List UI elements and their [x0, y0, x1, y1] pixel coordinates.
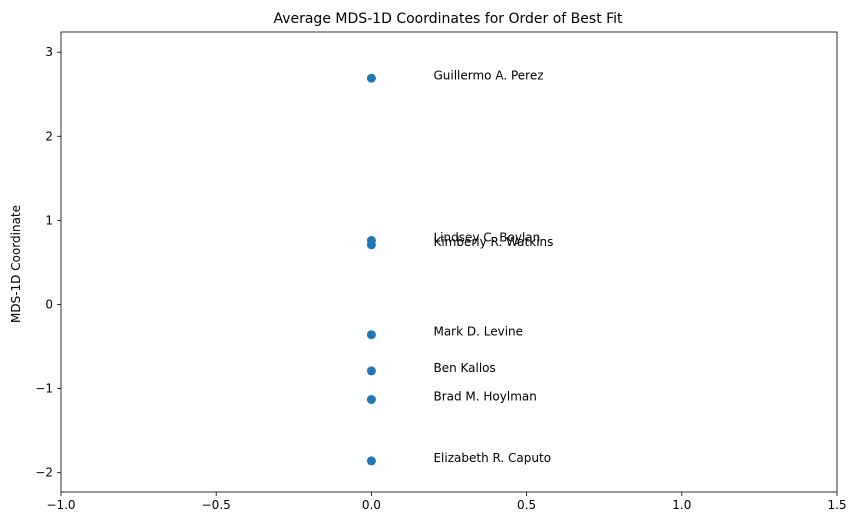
- x-tick-label: 0.5: [517, 498, 536, 512]
- y-axis-label: MDS-1D Coordinate: [9, 205, 23, 323]
- point-label: Lindsey C. Boylan: [433, 231, 540, 245]
- x-tick-label: −1.0: [46, 498, 75, 512]
- data-point: [366, 394, 376, 404]
- data-point: [366, 330, 376, 340]
- data-point: [366, 73, 376, 83]
- data-point: [366, 456, 376, 466]
- chart-title: Average MDS-1D Coordinates for Order of …: [273, 11, 623, 27]
- data-point: [366, 366, 376, 376]
- y-tick-label: 0: [45, 297, 53, 311]
- x-tick-label: 1.0: [672, 498, 691, 512]
- x-tick-label: 0.0: [362, 498, 381, 512]
- y-tick-label: 2: [45, 129, 53, 143]
- y-tick-label: −1: [35, 382, 53, 396]
- point-label: Brad M. Hoylman: [433, 389, 536, 403]
- plot-frame: [60, 31, 838, 493]
- data-point: [366, 240, 376, 250]
- point-label: Elizabeth R. Caputo: [433, 451, 551, 465]
- point-label: Guillermo A. Perez: [433, 68, 543, 82]
- x-tick-label: −0.5: [202, 498, 231, 512]
- point-label: Kimberly R. Watkins: [433, 235, 553, 249]
- x-tick-label: 1.5: [827, 498, 846, 512]
- point-label: Mark D. Levine: [433, 325, 523, 339]
- y-tick-label: −2: [35, 466, 53, 480]
- plot-area: −1.0 −0.5 0.0 0.5 1.0 1.5 −2 −1 0 1 2 3 Guillermo A.…: [35, 45, 846, 512]
- y-tick-label: 1: [45, 213, 53, 227]
- y-tick-label: 3: [45, 45, 53, 59]
- point-label: Ben Kallos: [433, 361, 495, 375]
